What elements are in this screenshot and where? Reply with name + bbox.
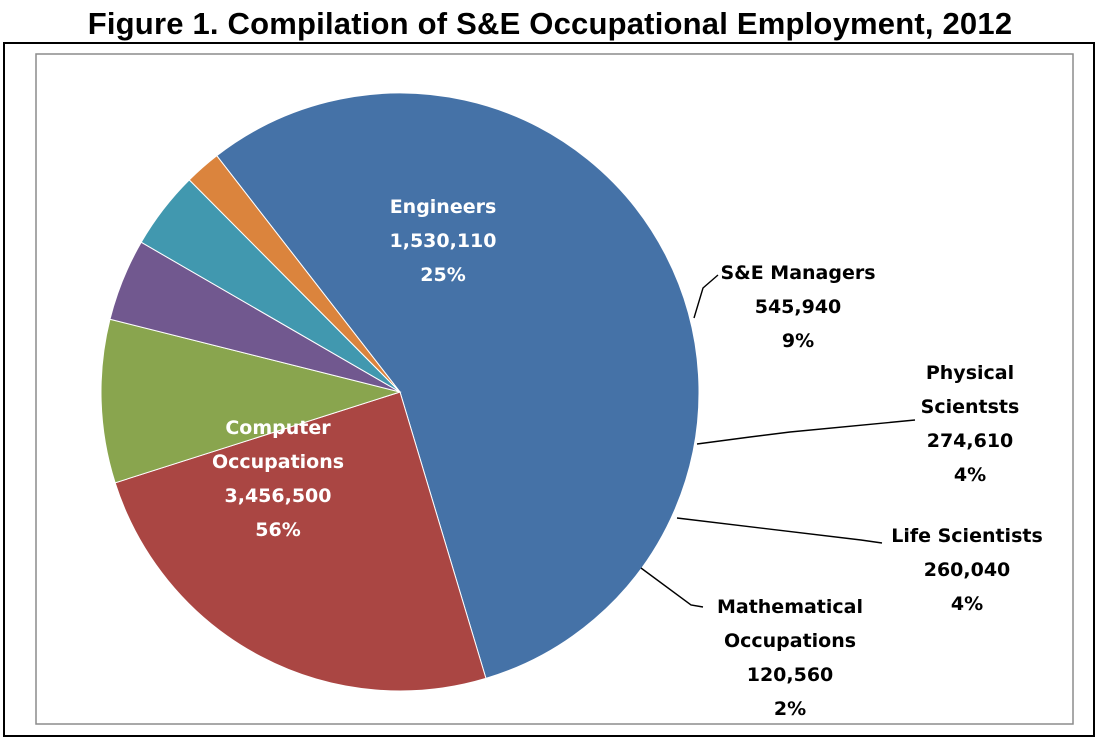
pie-slices [100, 92, 700, 692]
slice-labels: Computer Occupations 3,456,500 56% Engineers… [212, 196, 1043, 720]
slice-value-label: 120,560 [747, 664, 834, 686]
slice-name-label: Occupations [724, 630, 856, 652]
slice-label-physical-scientsts: Physical Scientsts 274,610 4% [921, 362, 1020, 486]
leader-line-mathematical-occupations [640, 567, 704, 608]
slice-name-label: Life Scientists [891, 525, 1043, 547]
slice-name-label: Physical [926, 362, 1014, 384]
slice-value-label: 260,040 [924, 559, 1011, 581]
slice-name-label: Engineers [390, 196, 497, 218]
slice-percent-label: 2% [774, 698, 806, 720]
slice-label-life-scientists: Life Scientists 260,040 4% [891, 525, 1043, 615]
pie-slice-engineers [114, 391, 487, 692]
slice-name-label: Computer [225, 417, 331, 439]
slice-name-label: Mathematical [717, 596, 863, 618]
slice-label-mathematical-occupations: Mathematical Occupations 120,560 2% [717, 596, 863, 720]
slice-value-label: 545,940 [755, 296, 842, 318]
leader-lines [640, 274, 916, 608]
pie-slice-mathematical-occupations [188, 155, 401, 393]
figure-title: Figure 1. Compilation of S&E Occupationa… [87, 6, 1013, 41]
slice-label-sande-managers: S&E Managers 545,940 9% [720, 262, 875, 352]
pie-slice-computer-occupations [216, 92, 700, 680]
slice-value-label: 3,456,500 [225, 485, 332, 507]
leader-line-physical-scientsts [696, 419, 916, 445]
slice-percent-label: 4% [951, 593, 983, 615]
leader-line-life-scientists [676, 517, 883, 544]
slice-label-engineers: Engineers 1,530,110 25% [390, 196, 497, 286]
slice-name-label: Occupations [212, 451, 344, 473]
slice-name-label: S&E Managers [720, 262, 875, 284]
slice-value-label: 274,610 [927, 430, 1014, 452]
slice-percent-label: 56% [255, 519, 300, 541]
slice-percent-label: 4% [954, 464, 986, 486]
slice-percent-label: 9% [782, 330, 814, 352]
slice-name-label: Scientsts [921, 396, 1020, 418]
slice-value-label: 1,530,110 [390, 230, 497, 252]
figure-frame [3, 42, 1095, 737]
slice-label-computer-occupations: Computer Occupations 3,456,500 56% [212, 417, 344, 541]
slice-percent-label: 25% [420, 264, 465, 286]
pie-slice-sande-managers [100, 318, 402, 484]
leader-line-sande-managers [693, 274, 719, 319]
